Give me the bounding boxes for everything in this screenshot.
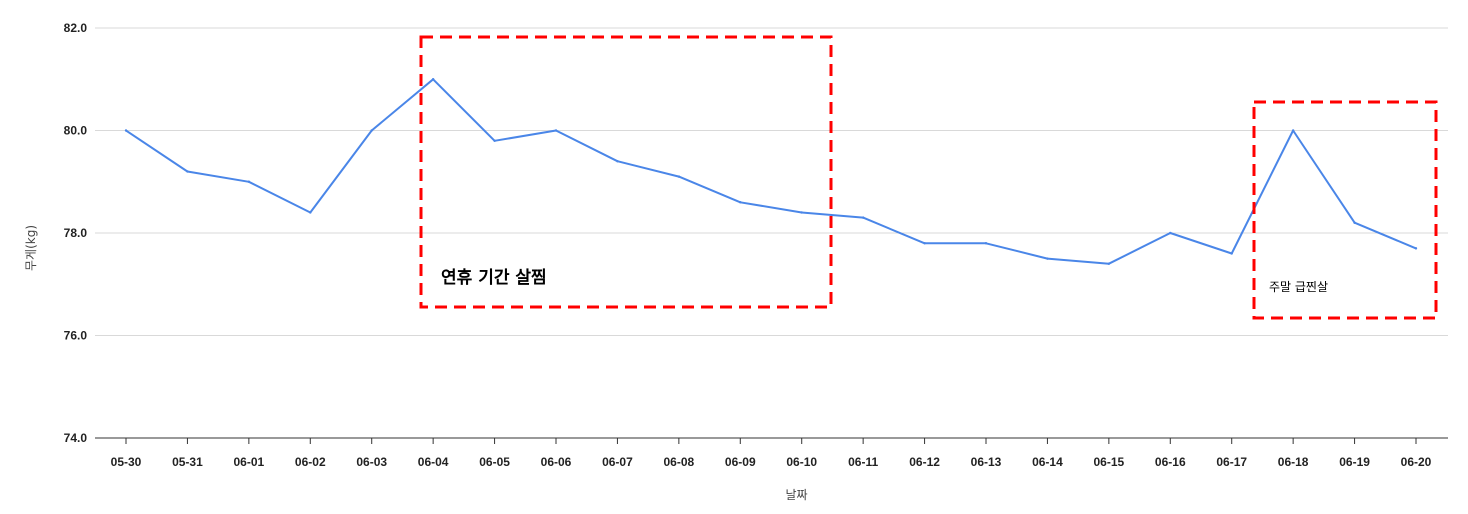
data-point-06-09 [739,201,742,204]
data-point-06-01 [247,180,251,183]
series-lines [124,78,1418,265]
data-point-06-05 [493,139,496,142]
data-point-06-06 [554,129,558,132]
x-tick-label-06-06: 06-06 [541,455,572,469]
x-tick-label-06-12: 06-12 [909,455,940,469]
x-tick-label-06-18: 06-18 [1278,455,1309,469]
x-tick-label-06-02: 06-02 [295,455,326,469]
x-tick-label-06-20: 06-20 [1401,455,1432,469]
annotation-box-1 [419,35,833,309]
data-point-06-18 [1291,129,1295,132]
x-tick-label-06-07: 06-07 [602,455,633,469]
data-point-06-19 [1353,221,1356,224]
x-tick-label-06-04: 06-04 [418,455,449,469]
x-tick-label-05-30: 05-30 [111,455,142,469]
data-point-06-12 [923,242,926,245]
data-point-06-04 [431,78,435,81]
x-axis-title: 날짜 [785,488,807,502]
y-tick-label-82.0: 82.0 [64,21,88,35]
y-tick-label-76.0: 76.0 [64,329,88,343]
data-point-06-16 [1169,231,1172,235]
data-point-06-15 [1107,262,1111,265]
data-point-05-30 [124,129,128,132]
axes: 74.0 76.0 78.0 80.0 82.0 05-30 05-31 06-01 06-02… [64,21,1448,469]
series-line-0 [125,78,1417,265]
y-tick-label-78.0: 78.0 [64,226,88,240]
x-tick-label-06-16: 06-16 [1155,455,1186,469]
x-tick-label-06-10: 06-10 [786,455,817,469]
data-point-06-13 [984,242,988,245]
annotation-box-2 [1252,100,1438,320]
x-tick-label-06-14: 06-14 [1032,455,1063,469]
x-tick-label-06-15: 06-15 [1094,455,1125,469]
data-point-06-17 [1230,252,1233,255]
x-tick-label-06-13: 06-13 [971,455,1002,469]
x-tick-label-05-31: 05-31 [172,455,203,469]
annotation-label-1: 연휴 기간 살찜 [441,267,547,288]
data-point-06-02 [309,211,312,214]
x-tick-label-06-05: 06-05 [479,455,510,469]
data-point-06-14 [1046,257,1049,260]
annotation-label-2: 주말 급찐살 [1269,280,1328,294]
x-tick-label-06-17: 06-17 [1216,455,1247,469]
data-point-05-31 [186,170,189,173]
data-point-06-20 [1414,247,1418,250]
x-tick-label-06-19: 06-19 [1339,455,1370,469]
x-tick-label-06-11: 06-11 [848,455,878,469]
x-tick-label-06-01: 06-01 [234,455,265,469]
data-point-06-03 [370,129,373,132]
gridlines [95,27,1448,336]
data-point-06-10 [800,211,803,214]
x-tick-label-06-08: 06-08 [664,455,695,469]
x-tick-label-06-09: 06-09 [725,455,756,469]
data-point-06-08 [677,175,681,178]
y-tick-label-74.0: 74.0 [64,431,88,445]
data-point-06-11 [861,216,865,219]
y-tick-label-80.0: 80.0 [64,124,88,138]
x-tick-label-06-03: 06-03 [356,455,387,469]
data-point-06-07 [616,160,619,163]
y-axis-title: 무게(kg) [24,225,38,271]
